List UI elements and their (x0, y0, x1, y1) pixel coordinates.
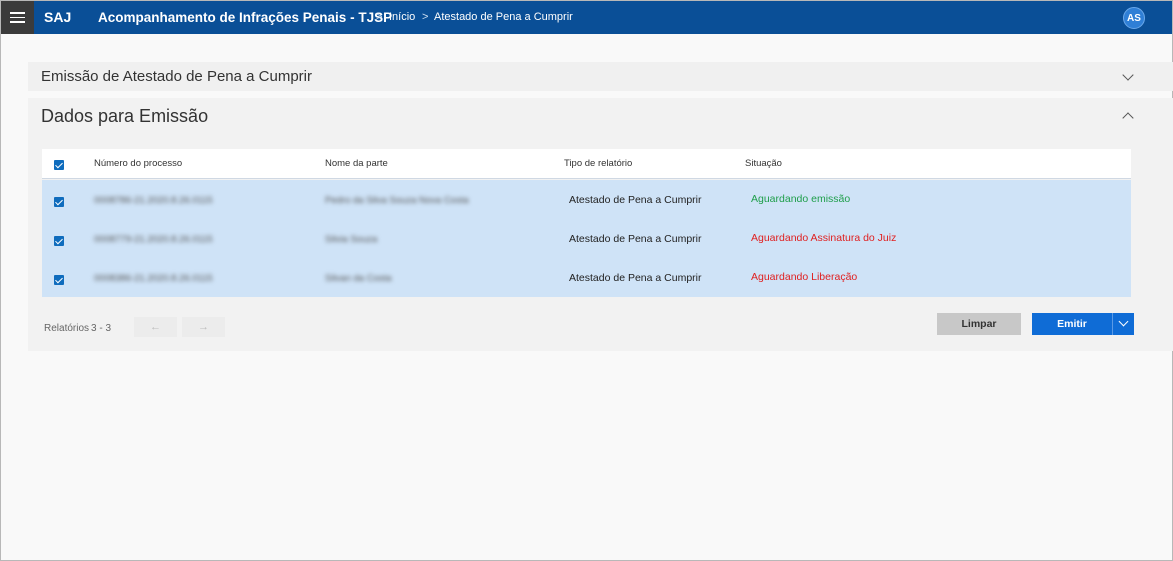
user-avatar[interactable]: AS (1123, 7, 1145, 29)
prev-page-button[interactable]: ← (134, 317, 177, 337)
chevron-down-icon (1118, 316, 1129, 327)
processo-number: 0008386-21.2020.8.26.0115 (94, 273, 213, 284)
next-page-button[interactable]: → (182, 317, 225, 337)
emissao-panel-title: Emissão de Atestado de Pena a Cumprir (41, 68, 312, 85)
emitir-button[interactable]: Emitir (1032, 313, 1112, 335)
processo-number: 0008779-21.2020.8.26.0115 (94, 234, 213, 245)
breadcrumb-current: Atestado de Pena a Cumprir (434, 11, 573, 23)
emitir-options-button[interactable] (1112, 313, 1134, 335)
top-bar: SAJ Acompanhamento de Infrações Penais -… (1, 1, 1172, 34)
select-all-checkbox[interactable] (54, 160, 64, 170)
hamburger-menu-icon[interactable] (1, 1, 34, 34)
pager-count: 3 - 3 (91, 323, 112, 334)
table-row[interactable]: 0008786-21.2020.8.26.0115 Pedro da Silva… (42, 180, 1131, 219)
limpar-button[interactable]: Limpar (937, 313, 1021, 335)
report-type: Atestado de Pena a Cumprir (569, 233, 702, 245)
report-type: Atestado de Pena a Cumprir (569, 194, 702, 206)
dados-emissao-title: Dados para Emissão (41, 106, 209, 126)
status-text: Aguardando emissão (751, 193, 851, 205)
column-header-processo[interactable]: Número do processo (94, 158, 183, 169)
table-header: Número do processo Nome da parte Tipo de… (42, 149, 1131, 179)
app-title: Acompanhamento de Infrações Penais - TJS… (98, 10, 393, 25)
status-text: Aguardando Assinatura do Juiz (751, 232, 897, 244)
row-checkbox[interactable] (54, 236, 64, 246)
report-type: Atestado de Pena a Cumprir (569, 272, 702, 284)
breadcrumb-inicio[interactable]: Início (389, 11, 416, 23)
pager-label: Relatórios (44, 323, 90, 334)
breadcrumb-separator-icon: > (376, 11, 383, 23)
row-checkbox[interactable] (54, 275, 64, 285)
table-row[interactable]: 0008779-21.2020.8.26.0115 Silvia Souza A… (42, 219, 1131, 258)
row-checkbox[interactable] (54, 197, 64, 207)
processo-number: 0008786-21.2020.8.26.0115 (94, 195, 213, 206)
column-header-parte[interactable]: Nome da parte (325, 158, 388, 169)
column-header-tipo[interactable]: Tipo de relatório (564, 158, 633, 169)
reports-table: Número do processo Nome da parte Tipo de… (42, 149, 1131, 299)
chevron-down-icon[interactable] (1122, 69, 1134, 81)
party-name: Silvia Souza (325, 234, 378, 245)
breadcrumb-separator-icon: > (422, 11, 429, 23)
party-name: Pedro da Silva Souza Nova Costa (325, 195, 469, 206)
chevron-up-icon[interactable] (1122, 112, 1134, 124)
column-header-situacao[interactable]: Situação (745, 158, 782, 169)
status-text: Aguardando Liberação (751, 271, 858, 283)
dados-emissao-panel: Dados para Emissão Número do processo No… (28, 98, 1173, 351)
party-name: Silvan da Costa (325, 273, 392, 284)
brand-logo[interactable]: SAJ (44, 9, 72, 25)
table-row[interactable]: 0008386-21.2020.8.26.0115 Silvan da Cost… (42, 258, 1131, 297)
emissao-panel-header[interactable]: Emissão de Atestado de Pena a Cumprir (28, 62, 1173, 91)
